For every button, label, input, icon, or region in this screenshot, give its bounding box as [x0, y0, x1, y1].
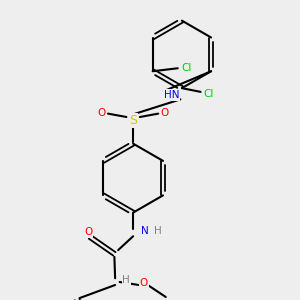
Text: HN: HN [164, 90, 179, 100]
Text: N: N [140, 226, 148, 236]
Text: S: S [129, 113, 137, 127]
Text: O: O [97, 107, 105, 118]
Text: Cl: Cl [181, 63, 192, 73]
Text: Cl: Cl [203, 89, 213, 99]
Text: H: H [122, 275, 130, 285]
Text: H: H [154, 226, 161, 236]
Text: O: O [84, 227, 92, 238]
Text: O: O [161, 107, 169, 118]
Text: O: O [140, 278, 148, 288]
